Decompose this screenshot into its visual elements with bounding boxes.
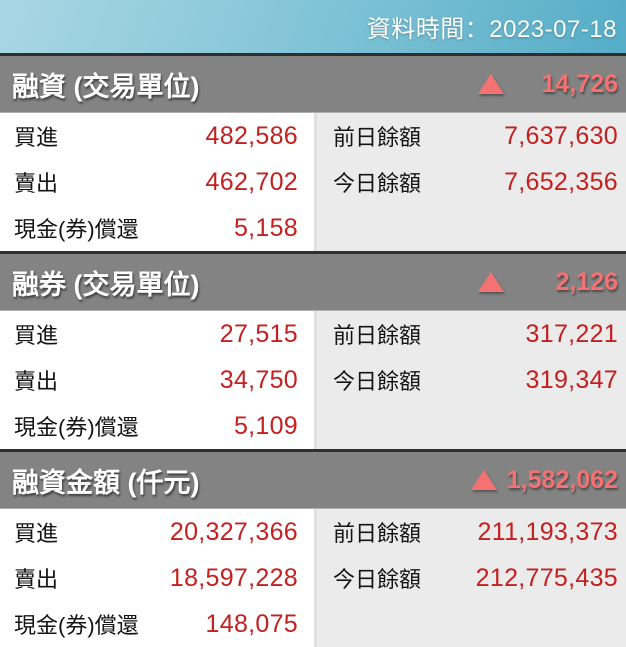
- row-value: 7,637,630: [504, 121, 618, 150]
- table-row: 賣出 462,702: [0, 159, 314, 205]
- table-row: 前日餘額 211,193,373: [317, 509, 626, 555]
- section-header: 融券 (交易單位) 2,126: [0, 254, 626, 311]
- table-row: 買進 20,327,366: [0, 509, 314, 555]
- row-label: 現金(券)償還: [14, 613, 139, 638]
- row-label: 現金(券)償還: [14, 217, 139, 242]
- table-row: 賣出 34,750: [0, 357, 314, 403]
- row-value: 5,109: [233, 411, 298, 440]
- section-body: 買進 20,327,366 賣出 18,597,228 現金(券)償還 148,…: [0, 509, 626, 647]
- table-row: 買進 482,586: [0, 113, 314, 159]
- table-row: 買進 27,515: [0, 311, 314, 357]
- data-time-bar: 資料時間：2023-07-18: [0, 0, 626, 53]
- row-value: 7,652,356: [504, 167, 618, 196]
- left-column: 買進 20,327,366 賣出 18,597,228 現金(券)償還 148,…: [0, 509, 314, 647]
- row-label: 賣出: [14, 369, 59, 394]
- row-value: 462,702: [205, 167, 298, 196]
- data-time-label: 資料時間：2023-07-18: [366, 16, 617, 43]
- section-change: 2,126: [478, 268, 618, 297]
- right-column: 前日餘額 7,637,630 今日餘額 7,652,356: [314, 113, 626, 251]
- row-label: 買進: [14, 125, 59, 150]
- row-label: 今日餘額: [333, 567, 422, 592]
- section-margin-units: 融資 (交易單位) 14,726 買進 482,586 賣出 462,702 現…: [0, 53, 626, 251]
- table-row: 今日餘額 319,347: [317, 357, 626, 403]
- table-row: 現金(券)償還 148,075: [0, 601, 314, 647]
- table-row: 賣出 18,597,228: [0, 555, 314, 601]
- row-value: 211,193,373: [477, 517, 618, 546]
- section-header: 融資金額 (仟元) 1,582,062: [0, 452, 626, 509]
- row-label: 賣出: [14, 567, 59, 592]
- row-label: 前日餘額: [333, 521, 422, 546]
- table-row: 前日餘額 7,637,630: [317, 113, 626, 159]
- right-column: 前日餘額 211,193,373 今日餘額 212,775,435: [314, 509, 626, 647]
- up-triangle-icon: [478, 272, 504, 292]
- row-label: 今日餘額: [333, 171, 422, 196]
- section-title: 融券 (交易單位): [12, 269, 200, 300]
- up-triangle-icon: [470, 470, 497, 490]
- left-column: 買進 482,586 賣出 462,702 現金(券)償還 5,158: [0, 113, 314, 251]
- row-value: 5,158: [233, 213, 298, 242]
- row-value: 148,075: [205, 609, 298, 638]
- row-value: 20,327,366: [169, 517, 298, 546]
- section-change: 1,582,062: [470, 465, 618, 495]
- up-triangle-icon: [478, 74, 504, 94]
- row-label: 今日餘額: [333, 369, 422, 394]
- section-short-units: 融券 (交易單位) 2,126 買進 27,515 賣出 34,750 現金(券…: [0, 251, 626, 449]
- section-title: 融資金額 (仟元): [12, 467, 200, 498]
- row-value: 319,347: [525, 365, 618, 394]
- row-value: 212,775,435: [475, 563, 618, 592]
- row-label: 買進: [14, 323, 59, 348]
- row-label: 現金(券)償還: [14, 415, 139, 440]
- section-title: 融資 (交易單位): [12, 71, 200, 102]
- section-body: 買進 27,515 賣出 34,750 現金(券)償還 5,109 前日餘額 3…: [0, 311, 626, 449]
- left-column: 買進 27,515 賣出 34,750 現金(券)償還 5,109: [0, 311, 314, 449]
- row-label: 買進: [14, 521, 59, 546]
- table-row: 現金(券)償還 5,109: [0, 403, 314, 449]
- change-value: 2,126: [555, 267, 618, 296]
- row-value: 317,221: [525, 319, 618, 348]
- table-row: 今日餘額 212,775,435: [317, 555, 626, 601]
- row-value: 34,750: [219, 365, 298, 394]
- row-label: 前日餘額: [333, 323, 422, 348]
- row-value: 18,597,228: [169, 563, 298, 592]
- row-label: 前日餘額: [333, 125, 422, 150]
- row-value: 482,586: [205, 121, 298, 150]
- table-row: 現金(券)償還 5,158: [0, 205, 314, 251]
- section-margin-amount: 融資金額 (仟元) 1,582,062 買進 20,327,366 賣出 18,…: [0, 449, 626, 647]
- change-value: 1,582,062: [506, 465, 618, 494]
- row-label: 賣出: [14, 171, 59, 196]
- section-change: 14,726: [478, 70, 618, 99]
- row-value: 27,515: [219, 319, 298, 348]
- section-body: 買進 482,586 賣出 462,702 現金(券)償還 5,158 前日餘額…: [0, 113, 626, 251]
- table-row: 前日餘額 317,221: [317, 311, 626, 357]
- change-value: 14,726: [541, 69, 618, 98]
- table-row: 今日餘額 7,652,356: [317, 159, 626, 205]
- right-column: 前日餘額 317,221 今日餘額 319,347: [314, 311, 626, 449]
- section-header: 融資 (交易單位) 14,726: [0, 56, 626, 113]
